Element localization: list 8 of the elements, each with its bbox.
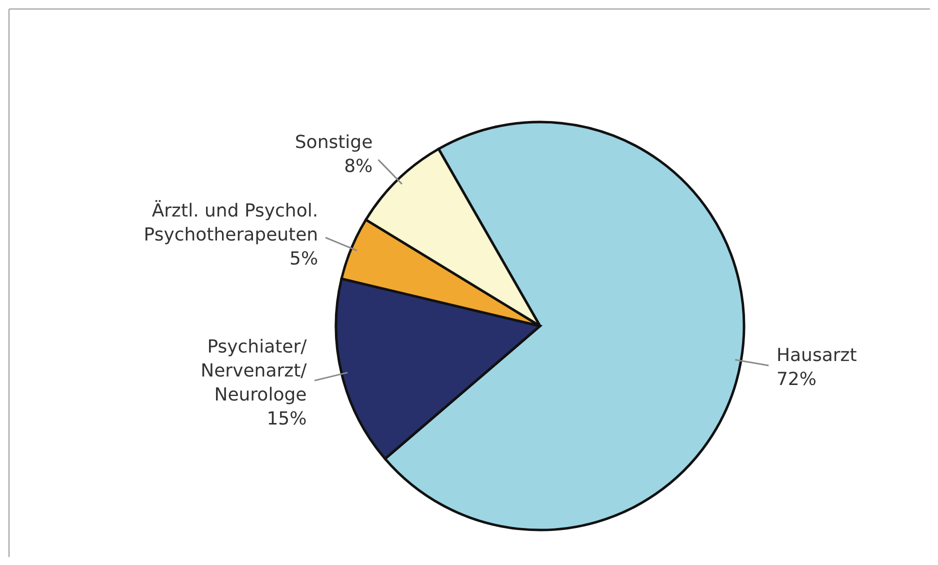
slice-label: Psychiater/ Nervenarzt/ Neurologe — [200, 336, 308, 406]
data-label: 15% — [266, 408, 307, 430]
data-label: 5% — [290, 248, 318, 270]
slice-label: Ärztl. und Psychol. Psychotherapeuten — [144, 200, 318, 246]
data-label: 8% — [344, 156, 373, 177]
data-label: 72% — [776, 368, 817, 390]
slice-label: Sonstige — [294, 132, 373, 153]
slice-label: Hausarzt — [776, 344, 857, 366]
